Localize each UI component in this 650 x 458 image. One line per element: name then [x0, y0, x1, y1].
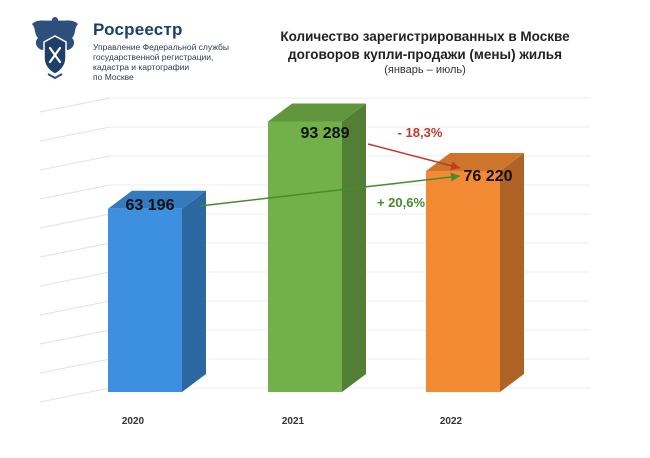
bar — [108, 208, 182, 392]
grid-line — [39, 329, 111, 345]
bar — [268, 121, 342, 392]
category-label: 2021 — [282, 416, 305, 427]
chart-title: Количество зарегистрированных в Москве д… — [245, 28, 605, 64]
category-label: 2022 — [440, 416, 463, 427]
org-subtitle-line: государственной регистрации, — [93, 52, 214, 62]
increase-annotation: + 20,6% — [377, 195, 426, 210]
header: Росреестр Управление Федеральной службы … — [0, 0, 650, 100]
bar-side — [182, 190, 206, 392]
decrease-arrow — [367, 143, 461, 171]
grid-line — [39, 184, 111, 200]
bar — [426, 170, 500, 392]
org-subtitle-line: кадастра и картографии — [93, 62, 190, 72]
bars — [108, 103, 524, 392]
grid-line — [39, 271, 111, 287]
data-label: 63 196 — [126, 197, 175, 214]
chart-subtitle: (январь – июль) — [384, 64, 466, 76]
decrease-annotation: - 18,3% — [398, 125, 443, 140]
org-subtitle-line: Управление Федеральной службы — [93, 42, 229, 52]
bar-side — [342, 103, 366, 392]
grid-line — [39, 300, 111, 316]
grid-line — [39, 155, 111, 171]
chart-title-line: Количество зарегистрированных в Москве — [280, 29, 570, 44]
increase-arrow — [199, 172, 461, 207]
org-subtitle-line: по Москве — [93, 72, 134, 82]
chart-title-line: договоров купли-продажи (мены) жилья — [288, 47, 562, 62]
data-label: 76 220 — [464, 168, 513, 185]
grid-line — [39, 358, 111, 374]
labels: 2020 2021 2022 63 196 93 289 76 220 - 18,3% + 2… — [122, 125, 513, 427]
bar-top — [108, 190, 206, 209]
rosreestr-emblem-icon — [32, 17, 78, 80]
data-label: 93 289 — [301, 125, 350, 142]
grid-line — [39, 97, 111, 113]
bar-top — [268, 103, 366, 122]
category-label: 2020 — [122, 416, 145, 427]
bar-side — [500, 152, 524, 392]
org-name: Росреестр — [93, 20, 183, 39]
grid-line — [39, 387, 111, 403]
grid-line — [39, 242, 111, 258]
grid-line — [39, 126, 111, 142]
org-subtitle: Управление Федеральной службы государств… — [93, 42, 243, 82]
grid-line — [39, 213, 111, 229]
